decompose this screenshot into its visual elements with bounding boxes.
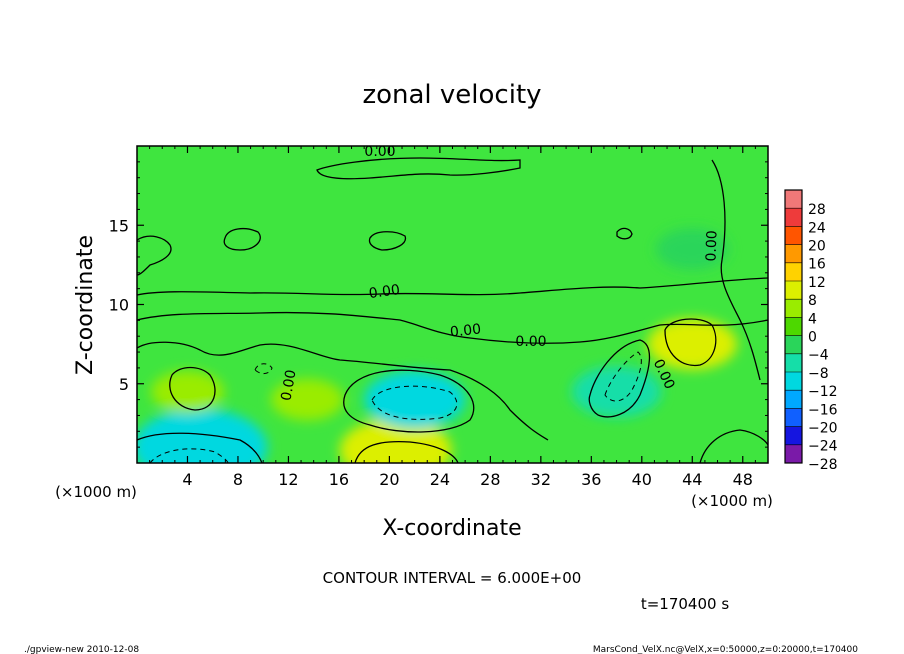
x-tick-label: 8 (233, 470, 243, 489)
contour-dashed-center (371, 385, 458, 420)
x-axis-label: X-coordinate (382, 516, 521, 541)
x-tick-label: 24 (430, 470, 450, 489)
colorbar-swatch (785, 390, 802, 409)
contour-label: 0.00 (449, 321, 482, 340)
contour-lines (137, 157, 768, 463)
contour-line-mid (137, 277, 768, 296)
contour-line-main (137, 311, 768, 344)
colorbar-label: 0 (808, 330, 817, 346)
colorbar-label: 20 (808, 239, 826, 255)
plot-area: 0.00 0.00 0.00 0.00 0.00 0.00 0.00 (136, 144, 769, 464)
contour-dashed-right (604, 351, 642, 402)
colorbar-swatch (785, 335, 802, 354)
contour-line-right-ridge (711, 159, 761, 381)
colorbar-label: 12 (808, 275, 826, 291)
colorbar-swatch (785, 208, 802, 227)
x-axis: 4 8 12 16 20 24 28 32 36 40 44 48 (149, 146, 756, 489)
contour-line-bottom-left (137, 432, 263, 463)
contour-line-right-hotcell (664, 318, 717, 367)
field-blob (571, 366, 662, 418)
x-tick-label: 36 (581, 470, 601, 489)
colorbar-swatch (785, 244, 802, 263)
colorbar-label: 28 (808, 202, 826, 218)
field-blob (137, 408, 268, 463)
x-tick-label: 12 (278, 470, 298, 489)
colorbar-label: −16 (808, 402, 838, 418)
x-tick-label: 20 (379, 470, 399, 489)
colorbar-label: 4 (808, 311, 817, 327)
colorbar-label: −8 (808, 366, 829, 382)
y-tick-label: 10 (109, 296, 129, 315)
x-tick-label: 40 (632, 470, 652, 489)
contour-label: 0.00 (703, 230, 720, 262)
y-tick-label: 15 (109, 216, 129, 235)
x-unit-label: (×1000 m) (691, 492, 773, 510)
colorbar-swatch (785, 426, 802, 445)
colorbar-label: −20 (808, 421, 838, 437)
contour-interval-label: CONTOUR INTERVAL = 6.000E+00 (323, 569, 582, 587)
colorbar-swatch (785, 281, 802, 300)
y-tick-label: 5 (119, 375, 129, 394)
field-blob (151, 370, 224, 413)
contour-line-right-cell (588, 339, 651, 418)
contour-line-upper-left-blob (223, 227, 261, 251)
contour-labels: 0.00 0.00 0.00 0.00 0.00 0.00 0.00 (278, 144, 720, 402)
x-tick-label: 28 (480, 470, 500, 489)
colorbar-label: −24 (808, 439, 838, 455)
colorbar-swatch (785, 262, 802, 281)
colorbar-label: −28 (808, 457, 838, 473)
x-tick-label: 48 (733, 470, 753, 489)
colorbar-swatch (785, 408, 802, 427)
x-tick-label: 16 (329, 470, 349, 489)
y-unit-label: (×1000 m) (55, 483, 137, 501)
footer-left: ./gpview-new 2010-12-08 (24, 645, 139, 654)
field-blob (339, 418, 452, 463)
colorbar: 28 24 20 16 12 8 4 0 −4 −8 −12 −16 −20 −24 −28 (784, 189, 838, 473)
colorbar-swatch (785, 372, 802, 391)
contour-lines-negative (149, 351, 642, 463)
contour-line-lower (137, 341, 549, 441)
colorbar-label: 24 (808, 220, 826, 236)
colorbar-swatch (785, 226, 802, 245)
colorbar-label: −12 (808, 384, 838, 400)
x-tick-label: 32 (531, 470, 551, 489)
contour-dashed-bottom-left (149, 448, 229, 463)
y-axis-label: Z-coordinate (73, 235, 98, 375)
colorbar-label: −4 (808, 348, 829, 364)
chart-title: zonal velocity (362, 80, 541, 110)
colorbar-swatch (785, 317, 802, 336)
contour-label: 0.00 (278, 369, 299, 402)
contour-line-right-upper (616, 227, 633, 240)
contour-line-bottom-mid (354, 440, 459, 463)
contour-line-bottom-right (699, 429, 768, 463)
contour-line-left-cell (169, 366, 216, 411)
field-blob (655, 228, 729, 270)
contour-label: 0.00 (368, 282, 401, 302)
colorbar-swatch (785, 299, 802, 318)
field-blobs (137, 228, 738, 463)
y-axis: 5 10 15 (109, 161, 768, 448)
field-blob (270, 378, 344, 421)
colorbar-label: 16 (808, 257, 826, 273)
colorbar-label: 8 (808, 293, 817, 309)
footer-right: MarsCond_VelX.nc@VelX,x=0:50000,z=0:2000… (593, 645, 858, 654)
colorbar-swatch (785, 444, 802, 463)
contour-line-center-cell (343, 369, 475, 433)
field-blob (364, 370, 466, 429)
contour-label: 0.00 (515, 334, 546, 350)
contour-line-upper-band (137, 235, 172, 276)
contour-line-upper (316, 157, 521, 180)
x-tick-label: 4 (182, 470, 192, 489)
contour-label: 0.00 (364, 144, 395, 160)
colorbar-swatch (785, 353, 802, 372)
time-label: t=170400 s (641, 595, 729, 613)
colorbar-swatch (785, 190, 802, 209)
contour-line-upper-mid-blob (368, 231, 407, 251)
x-tick-label: 44 (682, 470, 702, 489)
contour-dashed-left-small (254, 363, 273, 375)
